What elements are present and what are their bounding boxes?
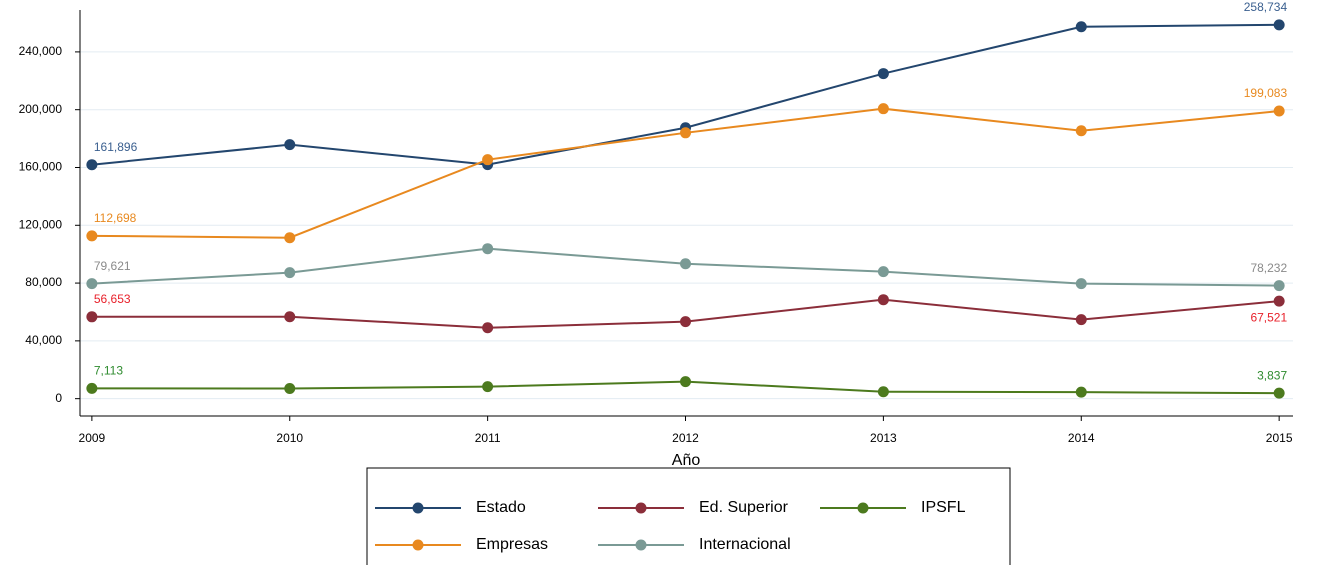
data-label: 67,521 xyxy=(1250,310,1287,324)
point xyxy=(1075,125,1087,137)
point xyxy=(284,232,296,244)
x-tick-label: 2015 xyxy=(1266,431,1293,445)
point xyxy=(86,382,98,394)
y-tick-label: 240,000 xyxy=(19,44,63,58)
point xyxy=(877,294,889,306)
y-tick-label: 0 xyxy=(55,391,62,405)
point xyxy=(680,258,692,270)
point xyxy=(877,266,889,278)
x-tick-label: 2014 xyxy=(1068,431,1095,445)
data-label: 161,896 xyxy=(94,140,138,154)
legend-marker xyxy=(412,502,424,514)
point xyxy=(1273,280,1285,292)
point xyxy=(680,376,692,388)
data-label: 78,232 xyxy=(1250,261,1287,275)
point xyxy=(877,103,889,115)
point xyxy=(1075,21,1087,33)
point xyxy=(86,311,98,323)
legend-box xyxy=(366,467,1011,565)
data-label: 7,113 xyxy=(94,364,123,378)
legend-marker xyxy=(857,502,869,514)
legend-label: IPSFL xyxy=(921,499,966,516)
y-tick-label: 160,000 xyxy=(19,160,63,174)
x-tick-label: 2011 xyxy=(475,431,501,445)
legend-label: Ed. Superior xyxy=(699,499,789,516)
legend-label: Internacional xyxy=(699,536,791,553)
y-tick-label: 200,000 xyxy=(19,102,63,116)
x-tick-label: 2013 xyxy=(870,431,897,445)
point xyxy=(1075,278,1087,290)
point xyxy=(482,322,494,334)
point xyxy=(1075,386,1087,398)
point xyxy=(1075,314,1087,326)
point xyxy=(284,267,296,279)
point xyxy=(482,381,494,393)
x-tick-label: 2010 xyxy=(276,431,303,445)
point xyxy=(284,311,296,323)
y-tick-label: 80,000 xyxy=(25,275,62,289)
x-tick-label: 2009 xyxy=(79,431,106,445)
point xyxy=(86,278,98,290)
x-tick-label: 2012 xyxy=(672,431,699,445)
legend-label: Empresas xyxy=(476,536,548,553)
point xyxy=(877,68,889,80)
point xyxy=(284,139,296,151)
data-label: 56,653 xyxy=(94,292,131,306)
point xyxy=(1273,387,1285,399)
point xyxy=(680,127,692,139)
point xyxy=(877,386,889,398)
data-label: 199,083 xyxy=(1244,86,1288,100)
y-tick-label: 40,000 xyxy=(25,333,62,347)
data-label: 258,734 xyxy=(1244,0,1288,14)
point xyxy=(482,243,494,255)
y-tick-label: 120,000 xyxy=(19,217,63,231)
point xyxy=(86,230,98,242)
data-label: 112,698 xyxy=(94,211,137,225)
point xyxy=(86,159,98,171)
data-label: 79,621 xyxy=(94,259,131,273)
legend-marker xyxy=(635,502,647,514)
data-label: 3,837 xyxy=(1257,368,1287,382)
legend-marker xyxy=(635,539,647,551)
legend-label: Estado xyxy=(476,499,526,516)
point xyxy=(482,154,494,166)
x-axis-title: Año xyxy=(672,452,701,469)
point xyxy=(1273,19,1285,31)
point xyxy=(1273,295,1285,307)
point xyxy=(1273,105,1285,117)
point xyxy=(680,316,692,328)
point xyxy=(284,383,296,395)
legend-marker xyxy=(412,539,424,551)
